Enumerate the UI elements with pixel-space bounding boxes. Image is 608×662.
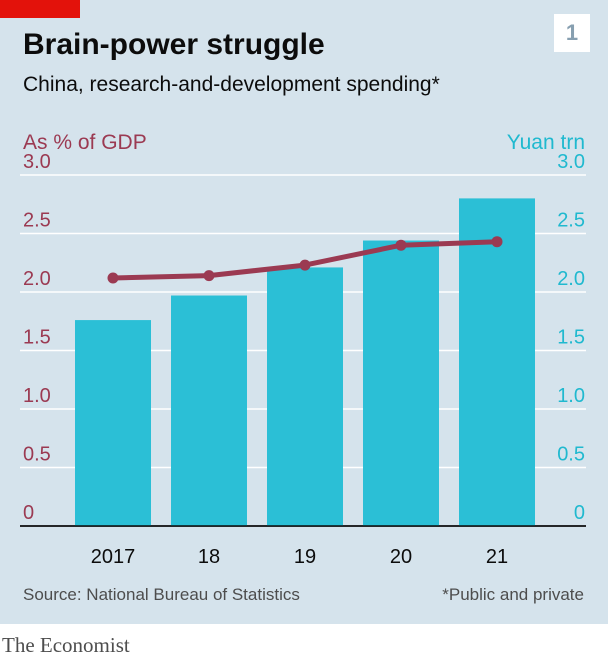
bar-2017 bbox=[75, 320, 151, 526]
bar-18 bbox=[171, 295, 247, 526]
line-point-19 bbox=[299, 259, 311, 271]
footnote: *Public and private bbox=[442, 585, 584, 604]
y-left-tick-label: 1.0 bbox=[23, 385, 51, 407]
y-right-tick-label: 3.0 bbox=[557, 151, 585, 173]
y-left-axis-title: As % of GDP bbox=[23, 131, 147, 154]
brand-logo-text: The Economist bbox=[2, 633, 130, 657]
y-right-tick-label: 1.5 bbox=[557, 327, 585, 349]
x-tick-label: 19 bbox=[294, 546, 316, 568]
y-left-tick-label: 0 bbox=[23, 502, 34, 524]
source-note: Source: National Bureau of Statistics bbox=[23, 585, 300, 604]
bar-21 bbox=[459, 198, 535, 526]
x-tick-label: 2017 bbox=[91, 546, 136, 568]
chart-subtitle: China, research-and-development spending… bbox=[23, 73, 440, 96]
brand-red-tag bbox=[0, 0, 80, 18]
y-right-tick-label: 1.0 bbox=[557, 385, 585, 407]
line-point-21 bbox=[491, 236, 503, 248]
y-left-tick-label: 2.0 bbox=[23, 268, 51, 290]
line-point-20 bbox=[395, 239, 407, 251]
line-point-2017 bbox=[107, 272, 119, 284]
bar-series bbox=[20, 198, 586, 527]
line-point-18 bbox=[203, 270, 215, 282]
chart-title: Brain-power struggle bbox=[23, 28, 325, 61]
y-right-tick-label: 0 bbox=[574, 502, 585, 524]
bar-20 bbox=[363, 240, 439, 526]
y-left-tick-label: 0.5 bbox=[23, 444, 51, 466]
x-tick-label: 21 bbox=[486, 546, 508, 568]
bar-19 bbox=[267, 267, 343, 526]
y-left-tick-label: 1.5 bbox=[23, 327, 51, 349]
y-left-tick-label: 3.0 bbox=[23, 151, 51, 173]
x-tick-label: 18 bbox=[198, 546, 220, 568]
axis-labels: 3.0 2.5 2.0 1.5 1.0 0.5 0 3.0 2.5 2.0 1.5 1.0 0.5 0 As… bbox=[23, 131, 585, 568]
y-right-tick-label: 0.5 bbox=[557, 444, 585, 466]
chart-svg: 3.0 2.5 2.0 1.5 1.0 0.5 0 3.0 2.5 2.0 1.5 1.0 0.5 0 As… bbox=[20, 131, 586, 568]
y-right-tick-label: 2.0 bbox=[557, 268, 585, 290]
y-left-tick-label: 2.5 bbox=[23, 210, 51, 232]
x-tick-label: 20 bbox=[390, 546, 412, 568]
y-right-axis-title: Yuan trn bbox=[507, 131, 585, 154]
chart-number-badge: 1 bbox=[554, 14, 590, 52]
y-right-tick-label: 2.5 bbox=[557, 210, 585, 232]
line-series bbox=[107, 236, 503, 284]
